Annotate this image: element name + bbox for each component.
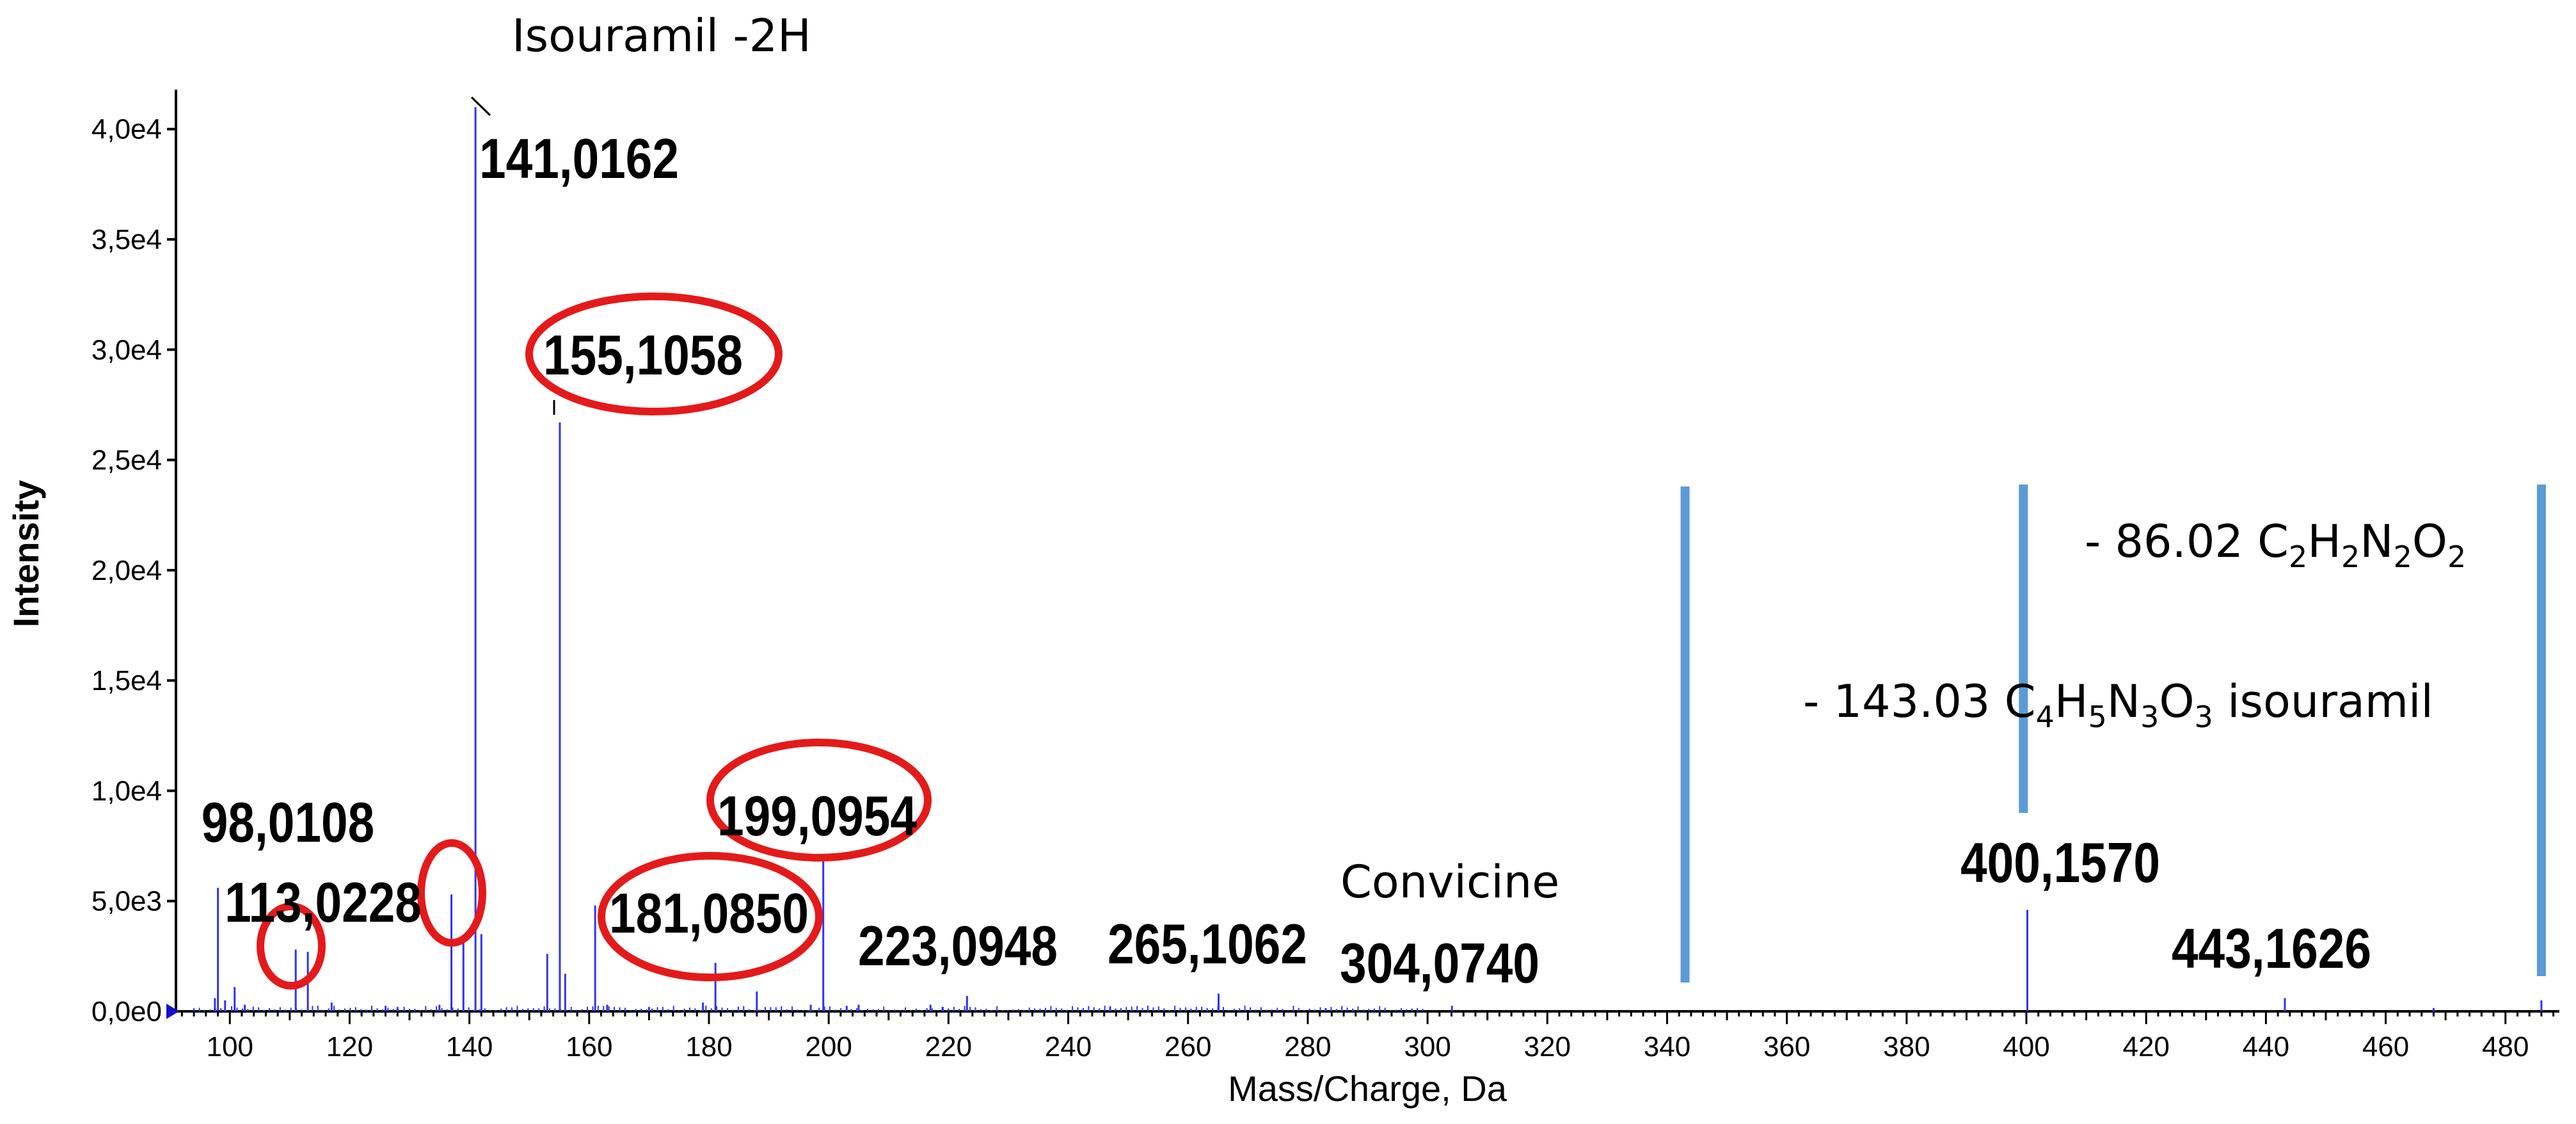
loss-143-sub1: 4 bbox=[2036, 700, 2055, 734]
x-tick-label: 120 bbox=[326, 1031, 373, 1063]
x-tick-label: 400 bbox=[2003, 1031, 2049, 1063]
loss-86-sub2: 2 bbox=[2341, 540, 2360, 574]
peak-labels: 98,0108 113,0228 141,0162 155,1058 181,0850 1… bbox=[202, 127, 2371, 995]
x-tick-label: 420 bbox=[2122, 1031, 2169, 1063]
x-tick-label: 280 bbox=[1284, 1031, 1331, 1063]
y-tick-label: 2,0e4 bbox=[91, 555, 162, 586]
peak-label-223-0948: 223,0948 bbox=[858, 915, 1058, 977]
loss-86-o: O bbox=[2412, 515, 2447, 568]
x-tick-label: 300 bbox=[1404, 1031, 1451, 1063]
peak-label-265-1062: 265,1062 bbox=[1108, 913, 1307, 975]
highlight-circle-0 bbox=[525, 293, 783, 415]
loss-86-n: N bbox=[2360, 515, 2393, 568]
x-tick-label: 200 bbox=[805, 1031, 852, 1063]
peak-label-141-0162: 141,0162 bbox=[479, 127, 679, 190]
loss-143-n: N bbox=[2107, 675, 2140, 728]
highlight-circle-3 bbox=[417, 839, 486, 947]
origin-marker-icon bbox=[166, 1004, 179, 1019]
peak-label-199-0954: 199,0954 bbox=[717, 785, 917, 847]
y-tick-label: 4,0e4 bbox=[91, 114, 162, 145]
loss-143-sub3: 3 bbox=[2140, 700, 2159, 734]
y-axis-title: Intensity bbox=[6, 480, 46, 627]
peak-label-443-1626: 443,1626 bbox=[2172, 917, 2371, 980]
y-tick-label: 0,0e0 bbox=[91, 996, 162, 1027]
x-tick-label: 100 bbox=[207, 1031, 253, 1063]
x-tick-label: 460 bbox=[2362, 1031, 2409, 1063]
x-axis-title: Mass/Charge, Da bbox=[1228, 1068, 1507, 1109]
x-tick-label: 260 bbox=[1165, 1031, 1211, 1063]
y-tick-label: 1,0e4 bbox=[91, 775, 162, 807]
convicine-annotation: Convicine bbox=[1340, 856, 1559, 908]
x-ticks: 100 120 140 160 180 200 220 240 260 280 300 320 340 3… bbox=[180, 1011, 2555, 1063]
loss-143-prefix: - 143.03 C bbox=[1803, 675, 2036, 728]
peak-label-304-0740: 304,0740 bbox=[1340, 932, 1539, 995]
loss-143-annotation: - 143.03 C4H5N3O3 isouramil bbox=[1803, 675, 2433, 734]
loss-86-prefix: - 86.02 C bbox=[2085, 515, 2289, 568]
x-tick-label: 180 bbox=[685, 1031, 732, 1063]
y-tick-label: 1,5e4 bbox=[91, 665, 162, 696]
x-tick-label: 440 bbox=[2243, 1031, 2289, 1063]
x-tick-label: 240 bbox=[1045, 1031, 1092, 1063]
loss-markers bbox=[1680, 485, 2546, 983]
loss-143-h: H bbox=[2055, 675, 2088, 728]
isouramil-annotation: Isouramil -2H bbox=[512, 10, 811, 62]
x-tick-label: 380 bbox=[1883, 1031, 1930, 1063]
loss-143-sub4: 3 bbox=[2195, 700, 2213, 734]
loss-86-h: H bbox=[2307, 515, 2341, 568]
peak-label-400-1570: 400,1570 bbox=[1960, 831, 2160, 894]
y-tick-label: 2,5e4 bbox=[91, 445, 162, 476]
y-tick-label: 3,0e4 bbox=[91, 334, 162, 365]
x-tick-label: 340 bbox=[1644, 1031, 1690, 1063]
x-tick-label: 360 bbox=[1763, 1031, 1810, 1063]
x-tick-label: 140 bbox=[446, 1031, 493, 1063]
peak-label-113-0228: 113,0228 bbox=[225, 871, 422, 934]
loss-86-sub4: 2 bbox=[2447, 540, 2466, 574]
x-tick-label: 320 bbox=[1524, 1031, 1571, 1063]
highlight-circles bbox=[257, 293, 932, 990]
loss-143-suffix: isouramil bbox=[2213, 675, 2433, 728]
loss-86-sub3: 2 bbox=[2394, 540, 2412, 574]
y-tick-label: 5,0e3 bbox=[91, 886, 162, 917]
highlight-circle-4 bbox=[257, 903, 326, 990]
isouramil-leader-line bbox=[470, 96, 491, 116]
y-tick-label: 3,5e4 bbox=[91, 224, 162, 255]
x-tick-label: 160 bbox=[566, 1031, 612, 1063]
loss-143-sub2: 5 bbox=[2088, 700, 2107, 734]
y-ticks: 0,0e0 5,0e3 1,0e4 1,5e4 2,0e4 2,5e4 3,0e4 3,5e4… bbox=[91, 114, 176, 1027]
peak-label-181-0850: 181,0850 bbox=[609, 882, 809, 945]
highlight-circle-1 bbox=[598, 852, 823, 981]
peak-label-155-1058: 155,1058 bbox=[543, 324, 743, 387]
loss-86-sub1: 2 bbox=[2289, 540, 2307, 574]
loss-143-o: O bbox=[2159, 675, 2194, 728]
x-tick-label: 220 bbox=[925, 1031, 972, 1063]
loss-86-annotation: - 86.02 C2H2N2O2 bbox=[2085, 515, 2466, 574]
peak-label-98-0108: 98,0108 bbox=[202, 791, 374, 854]
x-tick-label: 480 bbox=[2482, 1031, 2529, 1063]
highlight-circle-2 bbox=[706, 739, 932, 862]
